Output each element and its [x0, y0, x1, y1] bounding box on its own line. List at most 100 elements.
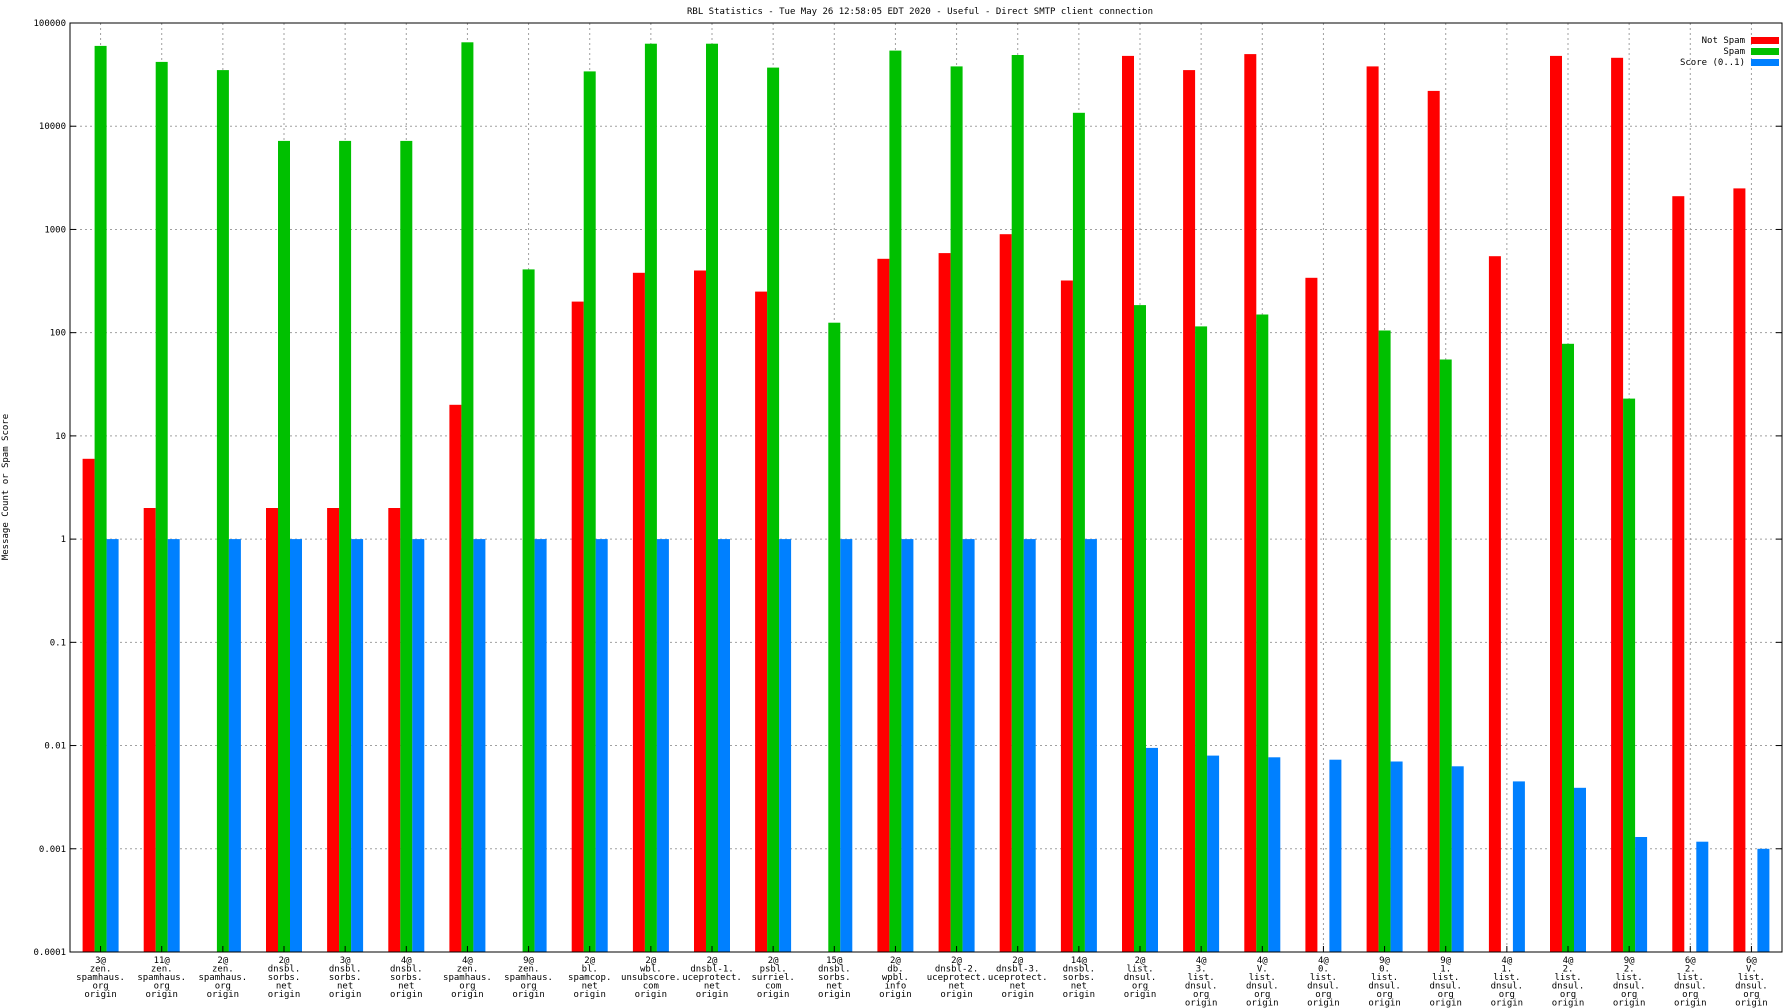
x-tick-label-line: origin: [879, 990, 912, 1000]
bar-score: [167, 539, 180, 952]
bar-spam: [1072, 112, 1085, 953]
bar-not-spam: [1733, 188, 1746, 952]
bar-spam: [1134, 305, 1146, 953]
x-tick-label-line: origin: [1735, 999, 1768, 1008]
x-tick-label-line: net: [582, 982, 598, 992]
x-tick-label-line: 6@: [1746, 956, 1757, 966]
y-tick-label: 1: [61, 535, 66, 545]
x-tick-label-line: zen.: [151, 965, 173, 975]
y-tick-label: 10000: [39, 122, 66, 132]
x-tick-label-line: sorbs.: [818, 973, 851, 983]
bar-spam: [1439, 359, 1452, 952]
y-tick-label: 100: [50, 329, 66, 339]
x-tick-label-line: 14@: [1071, 956, 1088, 966]
x-tick-label-line: sorbs.: [329, 973, 362, 983]
bar-not-spam: [755, 291, 768, 953]
x-tick-label-line: org: [1254, 990, 1270, 1000]
x-tick-label-line: 11@: [154, 956, 171, 966]
x-tick-label-line: origin: [940, 990, 973, 1000]
x-tick-label: 15@ dnsbl. sorbs. net origin: [818, 956, 851, 1000]
bar-score: [656, 539, 669, 952]
x-tick-label-line: 9@: [1440, 956, 1451, 966]
bar-spam: [1195, 326, 1208, 952]
x-tick-label-line: 0.: [1318, 965, 1329, 975]
x-tick-label: 4@ V. list. dnsul. org origin: [1246, 956, 1279, 1008]
x-tick-label-line: origin: [84, 990, 117, 1000]
bar-not-spam: [82, 458, 95, 952]
x-tick-label-line: list.: [1126, 965, 1153, 975]
x-tick-label-line: org: [459, 982, 475, 992]
x-tick-label-line: list.: [1310, 973, 1337, 983]
bar-not-spam: [877, 258, 890, 952]
x-tick-label: 4@ 1. list. dnsul. org origin: [1491, 956, 1524, 1008]
x-tick-label-line: 4@: [1318, 956, 1329, 966]
x-tick-label-line: 2@: [890, 956, 901, 966]
x-tick-label-line: spamhaus.: [137, 973, 186, 983]
x-tick-label: 4@ 2. list. dnsul. org origin: [1552, 956, 1585, 1008]
bar-not-spam: [449, 404, 462, 952]
x-tick-label-line: zen.: [212, 965, 234, 975]
bar-not-spam: [1488, 256, 1501, 952]
x-tick-label: 9@ zen. spamhaus. org origin: [504, 956, 553, 1000]
x-tick-label-line: 2@: [584, 956, 595, 966]
x-tick-label: 2@ list. dnsul. org origin: [1124, 956, 1157, 1000]
x-tick-label-line: 2@: [279, 956, 290, 966]
bar-score: [228, 539, 241, 952]
x-tick-label-line: 2@: [1012, 956, 1023, 966]
x-tick-label-line: list.: [1677, 973, 1704, 983]
x-tick-label-line: 1.: [1501, 965, 1512, 975]
y-tick-label: 10: [55, 432, 66, 442]
x-tick-label-line: 1.: [1440, 965, 1451, 975]
grid-lines: [70, 23, 1782, 952]
x-tick-label-line: dnsul.: [1552, 982, 1585, 992]
x-tick-label-line: origin: [573, 990, 606, 1000]
x-tick-label-line: org: [1438, 990, 1454, 1000]
bar-score: [1390, 761, 1403, 952]
bar-not-spam: [388, 508, 401, 952]
x-tick-label-line: com: [643, 982, 659, 992]
x-tick-label-line: com: [765, 982, 781, 992]
x-tick-label-line: 6@: [1685, 956, 1696, 966]
x-tick-label-line: origin: [1307, 999, 1340, 1008]
x-tick-label-line: uceprotect.: [927, 973, 987, 983]
bar-spam: [400, 140, 413, 952]
x-tick-label-line: org: [1193, 990, 1209, 1000]
legend-label: Not Spam: [1702, 36, 1745, 46]
bar-spam: [1378, 330, 1391, 952]
x-tick-label-line: org: [1315, 990, 1331, 1000]
x-tick-label-line: 4@: [1501, 956, 1512, 966]
x-tick-label: 3@ dnsbl. sorbs. net origin: [329, 956, 362, 1000]
x-tick-label: 4@ dnsbl. sorbs. net origin: [390, 956, 423, 1000]
x-tick-label-line: 9@: [1624, 956, 1635, 966]
x-tick-label-line: net: [948, 982, 964, 992]
x-tick-label-line: org: [1560, 990, 1576, 1000]
x-tick-label-line: org: [520, 982, 536, 992]
y-tick-label: 0.0001: [33, 948, 66, 958]
x-tick-label-line: dnsbl-1.: [690, 965, 733, 975]
x-tick-label: 14@ dnsbl. sorbs. net origin: [1063, 956, 1096, 1000]
y-tick-label: 1000: [44, 225, 66, 235]
bar-score: [351, 539, 364, 952]
y-axis-label: Message Count or Spam Score: [1, 414, 11, 560]
x-tick-label-line: origin: [1552, 999, 1585, 1008]
x-tick-label-line: origin: [1674, 999, 1707, 1008]
x-tick-label-line: list.: [1616, 973, 1643, 983]
x-tick-label-line: info: [885, 982, 907, 992]
chart-title: RBL Statistics - Tue May 26 12:58:05 EDT…: [687, 7, 1153, 17]
x-tick-label-line: list.: [1738, 973, 1765, 983]
bar-spam: [950, 66, 963, 952]
x-tick-label-line: origin: [390, 990, 423, 1000]
x-tick-label-line: 3@: [95, 956, 106, 966]
bar-spam: [1562, 343, 1574, 952]
x-tick-label-line: 4@: [1563, 956, 1574, 966]
x-tick-label-line: origin: [1368, 999, 1401, 1008]
x-tick-label-line: list.: [1371, 973, 1398, 983]
x-tick-label-line: 2@: [645, 956, 656, 966]
legend-label: Score (0..1): [1680, 58, 1745, 68]
x-tick-label-line: dnsul.: [1429, 982, 1462, 992]
bar-score: [1451, 766, 1464, 952]
x-tick-label-line: origin: [1491, 999, 1524, 1008]
x-tick-label-line: origin: [1429, 999, 1462, 1008]
bar-score: [1084, 539, 1097, 952]
bar-not-spam: [1305, 277, 1318, 952]
